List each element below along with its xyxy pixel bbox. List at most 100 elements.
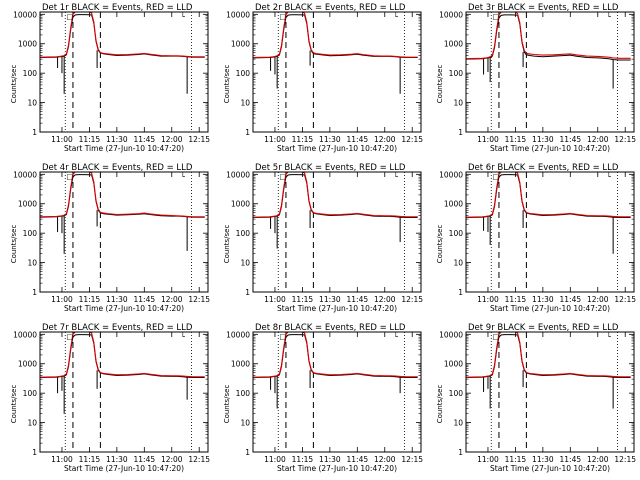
x-axis-label: Start Time (27-Jun-10 10:47:20) — [64, 304, 184, 313]
x-tick-label: 11:15 — [79, 135, 101, 144]
x-tick-label: 11:30 — [319, 135, 341, 144]
x-tick-label: 11:30 — [532, 455, 554, 464]
lld-series-line — [40, 332, 205, 378]
annotation-mark: └ — [394, 12, 399, 21]
x-tick-label: 11:15 — [292, 295, 314, 304]
y-tick-label: 100 — [23, 389, 38, 398]
y-tick-label: 10 — [453, 419, 463, 428]
annotation-mark: □ — [279, 173, 286, 181]
y-tick-label: 10 — [27, 99, 37, 108]
y-tick-label: 1000 — [444, 40, 463, 49]
y-tick-label: 10 — [453, 99, 463, 108]
x-tick-label: 12:15 — [401, 135, 423, 144]
chart-panel: Det 7r BLACK = Events, RED = LLD 1 10 100 10… — [10, 323, 210, 473]
y-tick-label: 1000 — [18, 360, 37, 369]
events-series-line — [253, 14, 418, 59]
annotation-mark: □ — [492, 173, 499, 181]
y-tick-label: 10 — [240, 99, 250, 108]
y-tick-label: 1000 — [231, 360, 250, 369]
x-tick-label: 11:15 — [79, 455, 101, 464]
x-tick-label: 12:00 — [161, 295, 183, 304]
x-tick-label: 11:00 — [51, 455, 73, 464]
y-tick-label: 100 — [236, 389, 251, 398]
chart-title: Det 7r BLACK = Events, RED = LLD — [42, 323, 193, 333]
x-tick-label: 11:30 — [319, 455, 341, 464]
lld-series-line — [40, 12, 205, 58]
x-tick-label: 11:45 — [134, 135, 156, 144]
x-tick-label: 12:15 — [401, 295, 423, 304]
y-tick-label: 1 — [32, 128, 37, 137]
x-axis-label: Start Time (27-Jun-10 10:47:20) — [64, 464, 184, 473]
plot-frame — [465, 331, 635, 453]
y-tick-label: 1000 — [444, 360, 463, 369]
y-tick-label: 10 — [453, 259, 463, 268]
x-tick-label: 12:15 — [188, 455, 210, 464]
y-tick-label: 10 — [240, 419, 250, 428]
annotation-mark: └ — [394, 332, 399, 341]
y-tick-label: 10000 — [226, 330, 250, 339]
x-tick-label: 11:15 — [79, 295, 101, 304]
plot-frame — [252, 171, 422, 293]
y-tick-label: 1 — [245, 128, 250, 137]
chart-title: Det 3r BLACK = Events, RED = LLD — [468, 3, 619, 13]
annotation-mark: □ — [66, 333, 73, 341]
x-tick-label: 11:00 — [264, 455, 286, 464]
x-tick-label: 11:45 — [560, 295, 582, 304]
events-series-line — [253, 334, 418, 378]
plot-frame — [252, 11, 422, 133]
plot-area — [40, 172, 205, 292]
x-tick-label: 11:45 — [347, 135, 369, 144]
chart-panel: Det 4r BLACK = Events, RED = LLD 1 10 100 10… — [10, 163, 210, 313]
x-tick-label: 11:30 — [532, 135, 554, 144]
x-tick-label: 12:15 — [614, 135, 636, 144]
plot-frame — [465, 171, 635, 293]
y-tick-label: 1000 — [231, 40, 250, 49]
x-axis-label: Start Time (27-Jun-10 10:47:20) — [490, 144, 610, 153]
y-tick-label: 1 — [458, 288, 463, 297]
annotation-mark: └ — [181, 332, 186, 341]
x-tick-label: 12:15 — [614, 455, 636, 464]
x-tick-label: 11:45 — [347, 455, 369, 464]
y-axis-label: Counts/sec — [10, 385, 18, 424]
lld-series-line — [253, 12, 418, 59]
lld-series-line — [466, 332, 631, 378]
x-tick-label: 11:30 — [106, 455, 128, 464]
annotation-mark: □ — [492, 333, 499, 341]
y-tick-label: 10000 — [439, 170, 463, 179]
y-tick-label: 1 — [458, 128, 463, 137]
x-axis-label: Start Time (27-Jun-10 10:47:20) — [490, 304, 610, 313]
lld-series-line — [253, 172, 418, 218]
x-tick-label: 12:00 — [587, 455, 609, 464]
x-tick-label: 11:30 — [106, 135, 128, 144]
y-tick-label: 1 — [245, 448, 250, 457]
y-tick-label: 10000 — [439, 10, 463, 19]
plot-frame — [252, 331, 422, 453]
y-tick-label: 100 — [449, 229, 464, 238]
chart-title: Det 2r BLACK = Events, RED = LLD — [255, 3, 406, 13]
lld-series-line — [466, 12, 631, 60]
plot-area — [466, 172, 631, 292]
y-axis-label: Counts/sec — [223, 385, 231, 424]
events-series-line — [253, 174, 418, 218]
plot-area — [253, 12, 418, 132]
annotation-mark: □ — [492, 13, 499, 21]
x-tick-label: 11:45 — [347, 295, 369, 304]
x-tick-label: 12:00 — [374, 455, 396, 464]
plot-frame — [39, 331, 209, 453]
x-tick-label: 12:15 — [188, 135, 210, 144]
x-tick-label: 12:00 — [587, 135, 609, 144]
x-tick-label: 12:15 — [401, 455, 423, 464]
x-tick-label: 11:30 — [106, 295, 128, 304]
chart-panel: Det 8r BLACK = Events, RED = LLD 1 10 100 10… — [223, 323, 423, 473]
x-tick-label: 11:00 — [477, 295, 499, 304]
x-tick-label: 11:15 — [505, 135, 527, 144]
y-tick-label: 10 — [27, 419, 37, 428]
y-axis-label: Counts/sec — [436, 225, 444, 264]
events-series-line — [466, 174, 631, 218]
events-series-line — [466, 14, 631, 61]
chart-title: Det 6r BLACK = Events, RED = LLD — [468, 163, 619, 173]
annotation-mark: □ — [279, 333, 286, 341]
annotation-mark: └ — [607, 332, 612, 341]
y-tick-label: 10 — [240, 259, 250, 268]
chart-panel: Det 9r BLACK = Events, RED = LLD 1 10 100 10… — [436, 323, 636, 473]
